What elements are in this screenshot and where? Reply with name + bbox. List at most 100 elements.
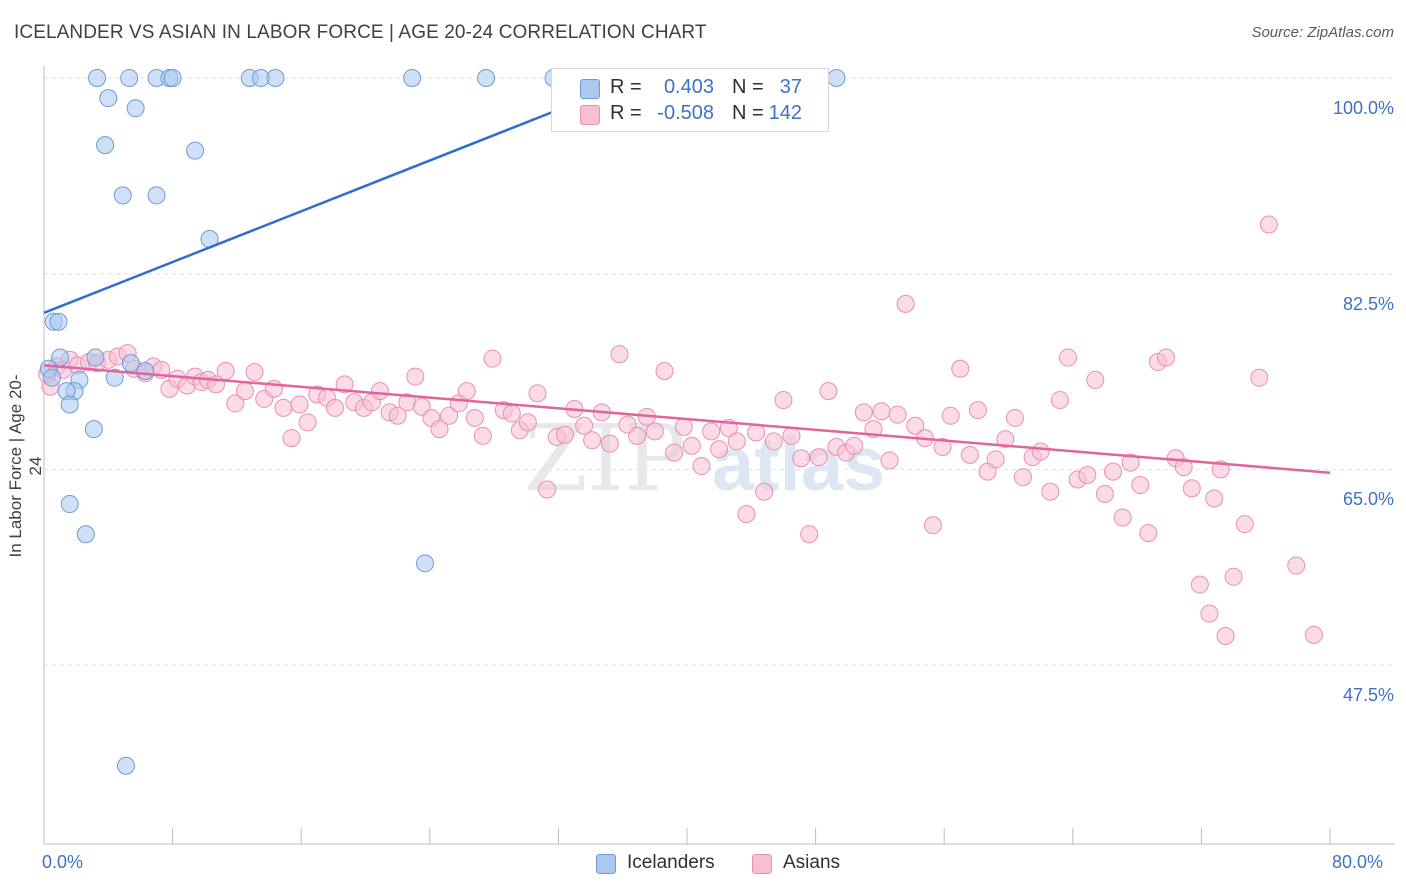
y-tick-label: 65.0% [1342,489,1394,510]
asian-point [896,294,915,313]
asian-point [473,426,492,445]
asian-point [483,349,502,368]
icelander-point [76,525,95,544]
asians-r-value: -0.508 [657,102,714,124]
icelanders-legend-label: Icelanders [627,852,715,873]
asian-point [518,413,537,432]
asian-point [1031,442,1050,461]
asians-legend-label: Asians [783,852,841,873]
r-label: R = [610,102,642,124]
asian-point [986,450,1005,469]
icelander-point [120,69,139,87]
y-tick-label: 100.0% [1332,98,1394,118]
asian-point [792,449,811,468]
asian-point [245,363,264,382]
y-tick-label: 47.5% [1342,685,1394,706]
asian-point [800,525,819,544]
asian-point [854,403,873,422]
asian-point [702,422,721,441]
icelander-point [147,186,166,205]
icelander-point [84,420,103,439]
r-label: R = [610,76,642,98]
asian-point [941,406,960,425]
icelanders-swatch [580,79,600,99]
asian-point [645,422,664,441]
asian-point [1095,484,1114,503]
axes [43,66,1395,845]
icelander-point [60,495,79,514]
asian-point [809,448,828,467]
asian-point [996,430,1015,449]
asian-point [923,516,942,535]
asians-n-value: 142 [768,102,802,124]
asian-point [388,406,407,425]
x-tick-max: 80.0% [1332,852,1384,872]
asian-point [1250,368,1269,387]
icelander-point [60,395,79,414]
icelander-point [136,361,155,380]
asian-point [457,382,476,401]
icelander-point [827,69,846,87]
asian-point [290,395,309,414]
asian-point [655,361,674,380]
asian-point [1058,348,1077,367]
asian-point [968,401,987,420]
asian-point [665,443,684,462]
asian-point [692,457,711,476]
asian-point [1131,476,1150,495]
asian-point [325,398,344,417]
asian-point [1005,408,1024,427]
asian-point [872,402,891,421]
asian-point [216,361,235,380]
asian-point [502,404,521,423]
asian-point [1113,508,1132,527]
icelander-point [49,312,68,331]
asian-point [960,445,979,464]
icelander-point [99,89,118,108]
legend-row-icelanders: R = 0.403 N = 37 [552,75,828,101]
asian-point [737,505,756,524]
asian-point [682,436,701,455]
asian-point [583,431,602,450]
asian-point [610,345,629,364]
asian-point [274,398,293,417]
asian-point [1041,482,1060,501]
asians-points [38,215,1323,646]
asian-point [1205,489,1224,508]
asian-point [1078,465,1097,484]
asian-point [880,451,899,470]
asian-point [774,391,793,410]
icelanders-n-value: 37 [779,76,802,98]
icelander-point [266,69,285,87]
asian-point [1013,468,1032,487]
asian-point [628,426,647,445]
asian-point [1259,215,1278,234]
asian-point [235,382,254,401]
icelanders-r-value: 0.403 [663,76,714,98]
y-tick-label: 82.5% [1342,293,1394,314]
asian-point [845,436,864,455]
stats-legend: R = 0.403 N = 37 R = -0.508 N = 142 [551,68,829,132]
asian-point [1190,575,1209,594]
asian-point [1235,515,1254,534]
asian-point [465,408,484,427]
asian-point [1304,625,1323,644]
trend-lines [43,76,1331,474]
asian-point [1287,556,1306,575]
asian-point [819,382,838,401]
series-legend: Icelanders Asians [0,852,1406,878]
icelander-point [163,69,182,87]
asian-point [888,405,907,424]
x-tick-min: 0.0% [42,852,84,872]
asian-point [335,375,354,394]
asian-point [370,382,389,401]
asian-point [906,416,925,435]
asian-point [1157,348,1176,367]
icelander-point [113,186,132,205]
asian-point [1121,453,1140,472]
icelanders-trend-line [43,76,640,314]
asian-point [600,434,619,453]
asian-point [674,417,693,436]
asian-point [555,425,574,444]
chart-title: ICELANDER VS ASIAN IN LABOR FORCE | AGE … [14,22,707,43]
